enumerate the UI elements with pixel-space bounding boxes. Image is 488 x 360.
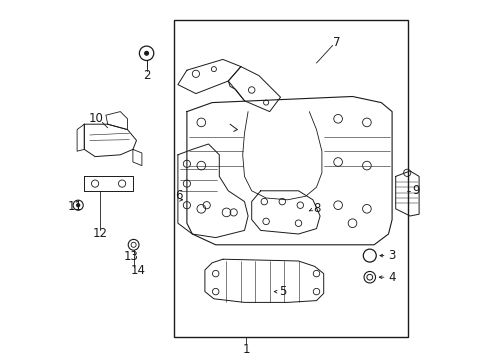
Text: 10: 10 (88, 112, 103, 125)
Circle shape (77, 204, 80, 207)
Text: 7: 7 (332, 36, 339, 49)
Text: 3: 3 (387, 249, 395, 262)
Text: 14: 14 (130, 264, 145, 277)
Text: 12: 12 (92, 227, 107, 240)
Circle shape (144, 51, 148, 55)
Text: 4: 4 (387, 271, 395, 284)
Text: 13: 13 (123, 250, 138, 263)
Text: 9: 9 (411, 184, 419, 197)
Bar (174, 20, 407, 337)
Text: 1: 1 (242, 343, 249, 356)
Text: 2: 2 (143, 69, 151, 82)
Text: 11: 11 (68, 201, 82, 213)
Text: 8: 8 (312, 202, 320, 215)
Text: 5: 5 (278, 285, 285, 298)
Text: 6: 6 (175, 189, 183, 202)
